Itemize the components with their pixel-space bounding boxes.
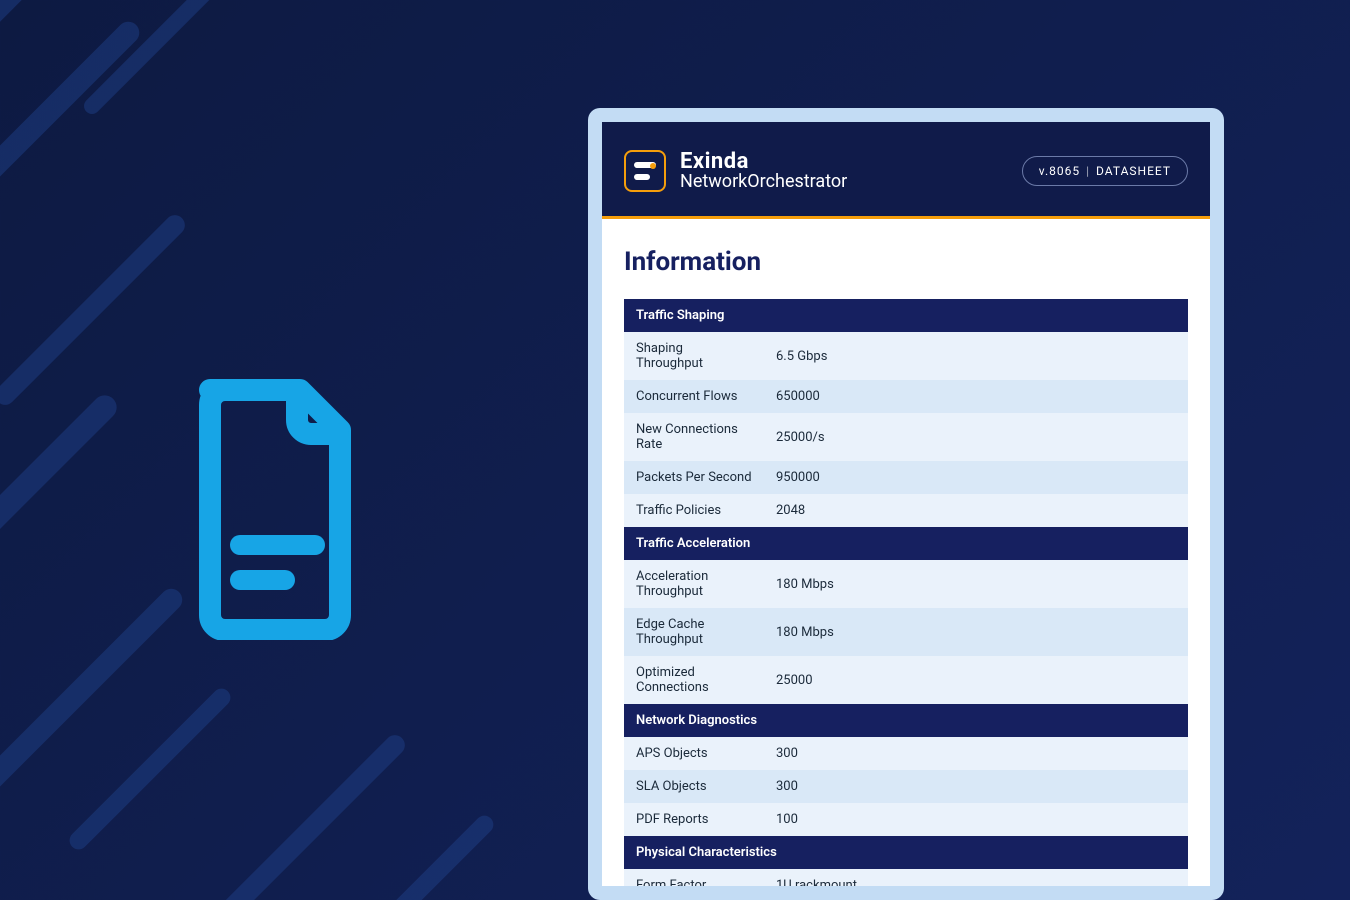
badge-separator: | xyxy=(1086,164,1090,178)
background-streak xyxy=(66,685,234,853)
spec-group-label: Traffic Shaping xyxy=(624,299,1188,332)
spec-group-header: Traffic Shaping xyxy=(624,299,1188,332)
spec-label: Concurrent Flows xyxy=(624,380,764,413)
spec-label: Acceleration Throughput xyxy=(624,560,764,608)
brand-name: Exinda xyxy=(680,150,847,173)
brand-logo-icon xyxy=(624,150,666,192)
spec-row: Optimized Connections25000 xyxy=(624,656,1188,704)
spec-row: Concurrent Flows650000 xyxy=(624,380,1188,413)
spec-row: Form Factor1U rackmount xyxy=(624,869,1188,886)
spec-label: Packets Per Second xyxy=(624,461,764,494)
spec-value: 650000 xyxy=(764,380,1188,413)
spec-label: PDF Reports xyxy=(624,803,764,836)
brand: Exinda NetworkOrchestrator xyxy=(624,150,847,192)
spec-label: Form Factor xyxy=(624,869,764,886)
section-title: Information xyxy=(624,247,1188,277)
spec-value: 300 xyxy=(764,770,1188,803)
badge-label: DATASHEET xyxy=(1096,164,1171,178)
datasheet: Exinda NetworkOrchestrator v.8065 | DATA… xyxy=(602,122,1210,886)
spec-row: Packets Per Second950000 xyxy=(624,461,1188,494)
spec-group-header: Traffic Acceleration xyxy=(624,527,1188,560)
spec-row: PDF Reports100 xyxy=(624,803,1188,836)
spec-group-label: Traffic Acceleration xyxy=(624,527,1188,560)
spec-table: Traffic ShapingShaping Throughput6.5 Gbp… xyxy=(624,299,1188,886)
background-streak xyxy=(0,390,122,633)
spec-label: SLA Objects xyxy=(624,770,764,803)
datasheet-frame: Exinda NetworkOrchestrator v.8065 | DATA… xyxy=(588,108,1224,900)
spec-row: Traffic Policies2048 xyxy=(624,494,1188,527)
spec-value: 950000 xyxy=(764,461,1188,494)
spec-row: Edge Cache Throughput180 Mbps xyxy=(624,608,1188,656)
spec-value: 6.5 Gbps xyxy=(764,332,1188,380)
spec-value: 100 xyxy=(764,803,1188,836)
spec-group-header: Network Diagnostics xyxy=(624,704,1188,737)
spec-value: 300 xyxy=(764,737,1188,770)
document-icon xyxy=(185,370,365,644)
background-streak xyxy=(343,812,497,900)
spec-row: APS Objects300 xyxy=(624,737,1188,770)
spec-row: Shaping Throughput6.5 Gbps xyxy=(624,332,1188,380)
spec-value: 180 Mbps xyxy=(764,608,1188,656)
spec-value: 25000/s xyxy=(764,413,1188,461)
spec-row: SLA Objects300 xyxy=(624,770,1188,803)
spec-group-label: Network Diagnostics xyxy=(624,704,1188,737)
spec-label: Optimized Connections xyxy=(624,656,764,704)
background-streak xyxy=(0,211,189,409)
brand-subtitle: NetworkOrchestrator xyxy=(680,173,847,192)
datasheet-header: Exinda NetworkOrchestrator v.8065 | DATA… xyxy=(602,122,1210,219)
spec-label: Traffic Policies xyxy=(624,494,764,527)
spec-value: 2048 xyxy=(764,494,1188,527)
version-text: v.8065 xyxy=(1039,164,1080,178)
spec-row: Acceleration Throughput180 Mbps xyxy=(624,560,1188,608)
spec-label: New Connections Rate xyxy=(624,413,764,461)
spec-row: New Connections Rate25000/s xyxy=(624,413,1188,461)
spec-value: 180 Mbps xyxy=(764,560,1188,608)
spec-group-header: Physical Characteristics xyxy=(624,836,1188,869)
spec-group-label: Physical Characteristics xyxy=(624,836,1188,869)
spec-label: Shaping Throughput xyxy=(624,332,764,380)
spec-label: Edge Cache Throughput xyxy=(624,608,764,656)
spec-value: 25000 xyxy=(764,656,1188,704)
background-streak xyxy=(211,731,409,900)
background-streak xyxy=(0,17,144,245)
spec-value: 1U rackmount xyxy=(764,869,1188,886)
datasheet-body: Information Traffic ShapingShaping Throu… xyxy=(602,219,1210,886)
version-badge: v.8065 | DATASHEET xyxy=(1022,156,1188,186)
spec-label: APS Objects xyxy=(624,737,764,770)
